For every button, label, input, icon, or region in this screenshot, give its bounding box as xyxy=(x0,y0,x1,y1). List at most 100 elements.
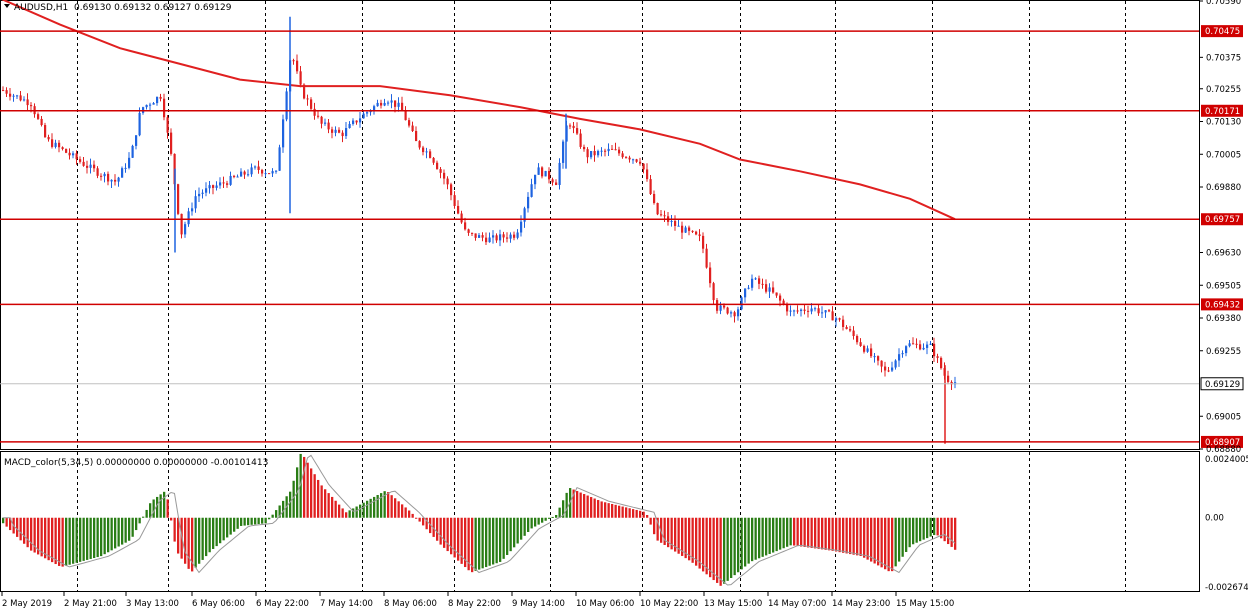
macd-bar xyxy=(775,517,778,552)
macd-bar xyxy=(705,517,708,575)
macd-bar xyxy=(534,517,537,527)
macd-bar xyxy=(177,517,180,554)
macd-bar xyxy=(166,499,169,518)
collapse-triangle-icon[interactable] xyxy=(4,4,10,8)
macd-bar xyxy=(261,517,264,524)
macd-bar xyxy=(149,503,152,518)
macd-bar xyxy=(751,517,754,562)
macd-bar xyxy=(317,479,320,518)
macd-bar xyxy=(779,517,782,550)
macd-bar xyxy=(131,517,134,537)
time-tick-label: 3 May 13:00 xyxy=(126,599,179,609)
candle-body xyxy=(929,343,932,345)
macd-bar xyxy=(544,517,547,521)
macd-bar xyxy=(803,517,806,547)
macd-bar xyxy=(908,517,911,548)
candle-body xyxy=(149,104,152,106)
candle-body xyxy=(516,232,519,238)
candle-body xyxy=(387,102,390,104)
candle-body xyxy=(40,118,43,126)
macd-bar xyxy=(443,517,446,548)
candle-body xyxy=(576,128,579,134)
candle-body xyxy=(198,193,201,197)
candle-body xyxy=(877,356,880,361)
candle-body xyxy=(222,182,225,184)
candle-body xyxy=(352,120,355,124)
macd-bar xyxy=(541,517,544,523)
candle-body xyxy=(453,195,456,206)
candle-body xyxy=(831,311,834,321)
candle-body xyxy=(306,98,309,100)
macd-bar xyxy=(306,462,309,518)
candle-body xyxy=(415,130,418,142)
macd-bar xyxy=(313,474,316,518)
candle-body xyxy=(135,135,138,146)
candle-body xyxy=(726,307,729,314)
macd-bar xyxy=(243,517,246,526)
macd-bar xyxy=(831,517,834,551)
macd-bar xyxy=(723,517,726,584)
level-price-label: 0.69432 xyxy=(1205,300,1240,310)
macd-bar xyxy=(352,508,355,518)
macd-panel-frame xyxy=(0,451,1200,592)
candle-body xyxy=(261,169,264,174)
candle-body xyxy=(380,102,383,106)
macd-bar xyxy=(929,517,932,537)
candle-body xyxy=(131,145,134,158)
candle-body xyxy=(376,102,379,107)
macd-bar xyxy=(184,517,187,564)
candle-body xyxy=(236,176,239,178)
candle-body xyxy=(208,185,211,189)
time-tick-label: 8 May 22:00 xyxy=(448,599,501,609)
macd-bar xyxy=(37,517,40,555)
candle-body xyxy=(292,60,295,62)
ohlc-readout: 0.69130 0.69132 0.69127 0.69129 xyxy=(74,3,232,13)
price-tick-label: 0.69005 xyxy=(1206,412,1241,422)
candle-body xyxy=(684,227,687,233)
candle-body xyxy=(523,208,526,222)
macd-bar xyxy=(716,517,719,583)
candle-body xyxy=(520,221,523,233)
macd-bar xyxy=(275,510,278,518)
candle-body xyxy=(9,93,12,97)
candle-body xyxy=(775,292,778,296)
candle-body xyxy=(107,173,110,182)
macd-bar xyxy=(327,493,330,518)
candle-body xyxy=(481,235,484,238)
candle-body xyxy=(569,125,572,127)
time-axis: 2 May 2019 2 May 21:00 3 May 13:00 6 May 06… xyxy=(1,592,954,609)
candle-body xyxy=(733,312,736,317)
macd-bar xyxy=(408,510,411,518)
candle-body xyxy=(366,112,369,114)
macd-bar xyxy=(418,517,421,522)
candle-body xyxy=(621,153,624,158)
candle-body xyxy=(891,367,894,371)
macd-bar xyxy=(628,508,631,518)
macd-bar xyxy=(173,517,176,542)
candle-body xyxy=(814,308,817,310)
macd-bar xyxy=(348,510,351,518)
candle-body xyxy=(317,115,320,117)
candle-body xyxy=(411,125,414,131)
macd-bar xyxy=(597,500,600,518)
macd-bar xyxy=(684,517,687,559)
candle-body xyxy=(471,232,474,234)
macd-bar xyxy=(726,517,729,581)
macd-bar xyxy=(828,517,831,551)
candle-body xyxy=(765,284,768,292)
candle-body xyxy=(716,300,719,311)
candle-body xyxy=(674,220,677,226)
macd-bar xyxy=(810,517,813,548)
macd-bar xyxy=(663,517,666,545)
macd-bar xyxy=(586,495,589,518)
macd-bar xyxy=(940,517,943,539)
candle-body xyxy=(121,168,124,178)
candle-body xyxy=(408,120,411,126)
macd-bar xyxy=(310,468,313,518)
macd-bar xyxy=(107,517,110,553)
macd-bar xyxy=(30,517,33,551)
macd-bar xyxy=(9,517,12,531)
candle-body xyxy=(65,149,68,153)
